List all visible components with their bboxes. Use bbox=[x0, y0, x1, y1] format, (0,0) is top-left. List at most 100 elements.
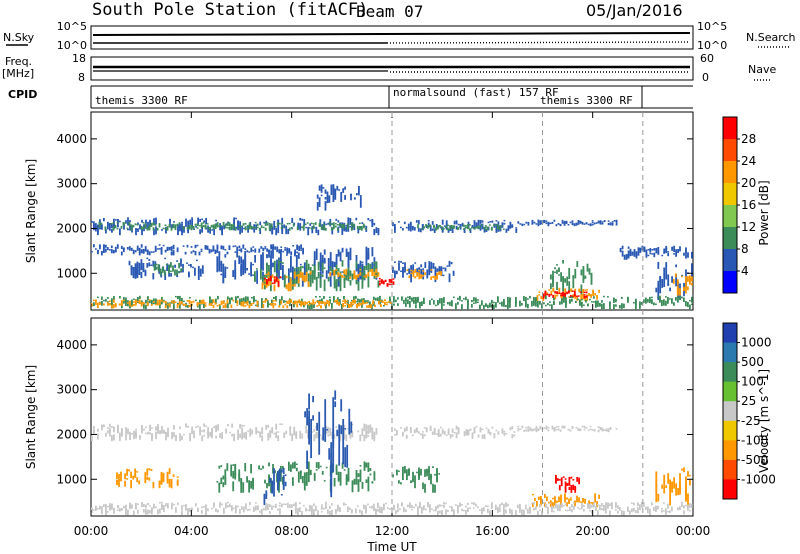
range-gate-cell bbox=[323, 480, 326, 482]
range-gate-cell bbox=[303, 474, 306, 478]
range-gate-cell bbox=[617, 510, 619, 514]
range-gate-cell bbox=[244, 223, 247, 225]
range-gate-cell bbox=[362, 225, 365, 229]
range-gate-cell bbox=[160, 475, 163, 485]
range-gate-cell bbox=[463, 228, 465, 230]
range-gate-cell bbox=[326, 191, 329, 204]
range-gate-cell bbox=[599, 428, 602, 430]
range-gate-cell bbox=[145, 299, 147, 304]
range-gate-cell bbox=[536, 295, 539, 301]
data-region bbox=[98, 221, 367, 231]
range-gate-cell bbox=[252, 477, 254, 490]
colorbar-tick-label: -500 bbox=[741, 453, 768, 467]
range-gate-cell bbox=[551, 425, 554, 428]
range-gate-cell bbox=[313, 434, 316, 442]
range-gate-cell bbox=[346, 225, 349, 230]
range-gate-cell bbox=[139, 224, 141, 228]
range-gate-cell bbox=[130, 480, 132, 489]
range-gate-cell bbox=[205, 217, 207, 225]
range-gate-cell bbox=[224, 469, 227, 485]
range-gate-cell bbox=[319, 278, 322, 285]
range-gate-cell bbox=[266, 222, 269, 224]
range-gate-cell bbox=[206, 245, 209, 250]
range-gate-cell bbox=[359, 465, 362, 467]
range-gate-cell bbox=[367, 476, 370, 492]
range-gate-cell bbox=[590, 272, 593, 285]
range-gate-cell bbox=[95, 507, 97, 511]
range-gate-cell bbox=[519, 503, 521, 510]
range-gate-cell bbox=[337, 268, 340, 272]
range-gate-cell bbox=[205, 425, 207, 427]
range-gate-cell bbox=[295, 279, 298, 284]
range-gate-cell bbox=[335, 218, 338, 221]
range-gate-cell bbox=[419, 433, 422, 436]
range-gate-cell bbox=[127, 217, 129, 226]
range-gate-cell bbox=[344, 186, 346, 190]
range-gate-cell bbox=[397, 509, 399, 513]
range-gate-cell bbox=[453, 220, 456, 225]
range-gate-cell bbox=[433, 427, 436, 434]
range-gate-cell bbox=[489, 431, 492, 434]
range-gate-cell bbox=[261, 282, 264, 290]
range-gate-cell bbox=[110, 245, 113, 249]
range-gate-cell bbox=[248, 305, 251, 309]
range-gate-cell bbox=[284, 474, 287, 476]
range-gate-cell bbox=[559, 504, 561, 506]
range-gate-cell bbox=[349, 270, 352, 277]
range-gate-cell bbox=[566, 502, 568, 507]
range-gate-cell bbox=[172, 300, 175, 302]
range-gate-cell bbox=[396, 270, 398, 275]
range-gate-cell bbox=[442, 274, 445, 277]
range-gate-cell bbox=[145, 510, 147, 515]
range-gate-cell bbox=[187, 228, 189, 234]
range-gate-cell bbox=[549, 222, 552, 225]
range-gate-cell bbox=[184, 304, 187, 306]
range-gate-cell bbox=[687, 286, 689, 291]
range-gate-cell bbox=[679, 473, 681, 491]
range-gate-cell bbox=[330, 463, 333, 498]
range-gate-cell bbox=[617, 505, 619, 508]
range-gate-cell bbox=[328, 221, 331, 224]
range-gate-cell bbox=[677, 296, 679, 303]
range-gate-cell bbox=[91, 508, 93, 513]
range-gate-cell bbox=[439, 510, 441, 514]
range-gate-cell bbox=[142, 226, 145, 230]
range-gate-cell bbox=[267, 432, 270, 441]
range-gate-cell bbox=[306, 301, 309, 304]
range-gate-cell bbox=[336, 299, 338, 304]
range-gate-cell bbox=[267, 271, 270, 275]
range-gate-cell bbox=[153, 264, 156, 268]
range-gate-cell bbox=[359, 195, 362, 208]
range-gate-cell bbox=[120, 245, 123, 249]
range-gate-cell bbox=[371, 505, 373, 509]
colorbar-tick-label: 28 bbox=[741, 132, 756, 146]
range-gate-cell bbox=[206, 226, 209, 228]
range-gate-cell bbox=[369, 263, 372, 270]
range-gate-cell bbox=[579, 291, 582, 293]
range-gate-cell bbox=[401, 296, 403, 299]
data-region bbox=[532, 493, 600, 507]
range-gate-cell bbox=[353, 296, 355, 301]
data-region bbox=[91, 501, 693, 516]
range-gate-cell bbox=[457, 297, 459, 300]
range-gate-cell bbox=[218, 225, 221, 227]
range-gate-cell bbox=[189, 432, 191, 442]
range-gate-cell bbox=[527, 222, 530, 226]
range-gate-cell bbox=[513, 431, 516, 433]
data-region bbox=[417, 224, 505, 231]
range-gate-cell bbox=[277, 508, 279, 511]
range-gate-cell bbox=[334, 222, 337, 225]
range-gate-cell bbox=[147, 503, 149, 505]
range-gate-cell bbox=[276, 246, 279, 253]
range-gate-cell bbox=[318, 185, 321, 191]
range-gate-cell bbox=[445, 434, 448, 437]
range-gate-cell bbox=[687, 278, 689, 282]
range-gate-cell bbox=[228, 222, 231, 227]
range-gate-cell bbox=[134, 223, 137, 226]
range-gate-cell bbox=[521, 509, 523, 516]
range-gate-cell bbox=[439, 504, 441, 507]
range-gate-cell bbox=[477, 301, 479, 303]
range-gate-cell bbox=[191, 221, 193, 228]
range-gate-cell bbox=[126, 478, 128, 480]
range-gate-cell bbox=[234, 260, 237, 280]
